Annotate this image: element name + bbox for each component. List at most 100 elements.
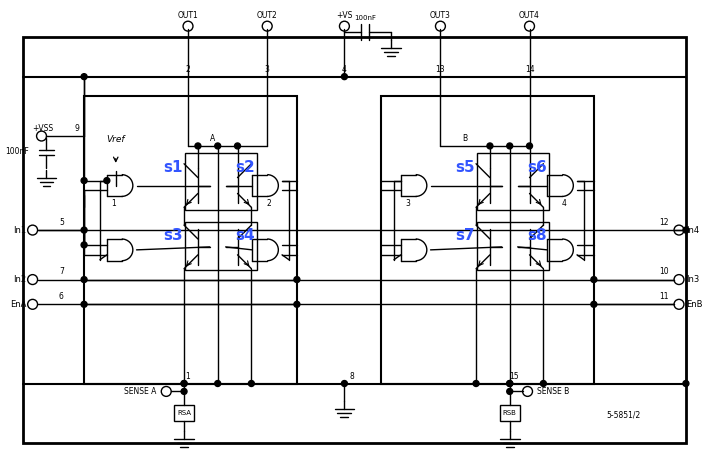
Circle shape xyxy=(674,225,684,235)
Circle shape xyxy=(591,301,597,307)
Text: 1: 1 xyxy=(186,372,191,381)
Circle shape xyxy=(81,242,87,248)
Text: Vref: Vref xyxy=(107,134,125,143)
Circle shape xyxy=(262,21,272,31)
Text: s2: s2 xyxy=(236,160,256,175)
Circle shape xyxy=(81,74,87,80)
Text: SENSE B: SENSE B xyxy=(537,387,570,396)
Text: s4: s4 xyxy=(236,228,256,243)
Text: RSB: RSB xyxy=(503,410,517,416)
Text: OUT1: OUT1 xyxy=(178,11,198,20)
Text: +VSS: +VSS xyxy=(32,124,54,133)
Bar xyxy=(477,153,549,210)
Circle shape xyxy=(195,143,201,149)
Circle shape xyxy=(81,276,87,283)
Circle shape xyxy=(507,389,513,394)
Text: 12: 12 xyxy=(659,218,669,227)
Text: s8: s8 xyxy=(527,228,547,243)
Circle shape xyxy=(181,389,187,394)
Text: 13: 13 xyxy=(436,65,445,74)
Text: 2: 2 xyxy=(267,199,272,208)
Text: s1: s1 xyxy=(163,160,183,175)
Circle shape xyxy=(28,225,37,235)
Circle shape xyxy=(683,227,689,233)
Circle shape xyxy=(181,380,187,387)
Text: 6: 6 xyxy=(59,292,64,301)
Circle shape xyxy=(683,380,689,387)
Circle shape xyxy=(436,21,445,31)
Circle shape xyxy=(507,380,513,387)
Circle shape xyxy=(540,380,546,387)
Text: 14: 14 xyxy=(525,65,534,74)
Text: OUT3: OUT3 xyxy=(430,11,451,20)
Text: OUT2: OUT2 xyxy=(257,11,277,20)
Text: 11: 11 xyxy=(659,292,669,301)
Text: 9: 9 xyxy=(75,124,80,133)
Text: OUT4: OUT4 xyxy=(519,11,540,20)
Circle shape xyxy=(215,380,221,387)
Text: B: B xyxy=(462,133,468,142)
Circle shape xyxy=(294,301,300,307)
Text: In4: In4 xyxy=(686,226,699,235)
Circle shape xyxy=(81,227,87,233)
Circle shape xyxy=(342,380,347,387)
Text: 100nF: 100nF xyxy=(354,15,376,21)
Circle shape xyxy=(81,178,87,183)
Circle shape xyxy=(181,380,187,387)
Circle shape xyxy=(294,276,300,283)
Text: 2: 2 xyxy=(186,65,191,74)
Circle shape xyxy=(104,178,110,183)
Circle shape xyxy=(81,301,87,307)
Text: 7: 7 xyxy=(59,267,64,276)
Circle shape xyxy=(591,276,597,283)
Text: s6: s6 xyxy=(527,160,547,175)
Circle shape xyxy=(674,299,684,309)
Bar xyxy=(381,96,594,383)
Text: 5-5851/2: 5-5851/2 xyxy=(606,411,640,420)
Circle shape xyxy=(507,380,513,387)
Text: In2: In2 xyxy=(13,275,27,284)
Bar xyxy=(185,153,257,210)
Circle shape xyxy=(342,74,347,80)
Circle shape xyxy=(674,275,684,285)
Text: A: A xyxy=(210,133,215,142)
Circle shape xyxy=(487,143,493,149)
Bar xyxy=(500,405,520,421)
Circle shape xyxy=(234,143,241,149)
Text: 4: 4 xyxy=(342,65,347,74)
Circle shape xyxy=(183,21,193,31)
Text: s3: s3 xyxy=(163,228,183,243)
Circle shape xyxy=(28,299,37,309)
Circle shape xyxy=(527,143,532,149)
Bar xyxy=(185,222,257,270)
Bar xyxy=(174,405,194,421)
Text: EnB: EnB xyxy=(686,300,702,309)
Text: 4: 4 xyxy=(562,199,567,208)
Bar xyxy=(23,37,686,443)
Circle shape xyxy=(525,21,534,31)
Text: 8: 8 xyxy=(350,372,354,381)
Text: In3: In3 xyxy=(686,275,699,284)
Text: s7: s7 xyxy=(455,228,475,243)
Text: SENSE A: SENSE A xyxy=(124,387,156,396)
Circle shape xyxy=(161,387,171,396)
Circle shape xyxy=(37,131,47,141)
Text: s5: s5 xyxy=(455,160,475,175)
Text: 5: 5 xyxy=(59,218,64,227)
Circle shape xyxy=(28,275,37,285)
Text: In1: In1 xyxy=(13,226,27,235)
Text: 1: 1 xyxy=(112,199,116,208)
Circle shape xyxy=(507,143,513,149)
Text: 100nF: 100nF xyxy=(5,147,29,156)
Text: +VS: +VS xyxy=(336,11,352,20)
Text: 15: 15 xyxy=(509,372,518,381)
Text: RSA: RSA xyxy=(177,410,191,416)
Text: 3: 3 xyxy=(265,65,270,74)
Circle shape xyxy=(215,143,221,149)
Circle shape xyxy=(340,21,349,31)
Text: 10: 10 xyxy=(659,267,669,276)
Text: 3: 3 xyxy=(405,199,410,208)
Text: EnA: EnA xyxy=(11,300,27,309)
Bar xyxy=(84,96,297,383)
Circle shape xyxy=(473,380,479,387)
